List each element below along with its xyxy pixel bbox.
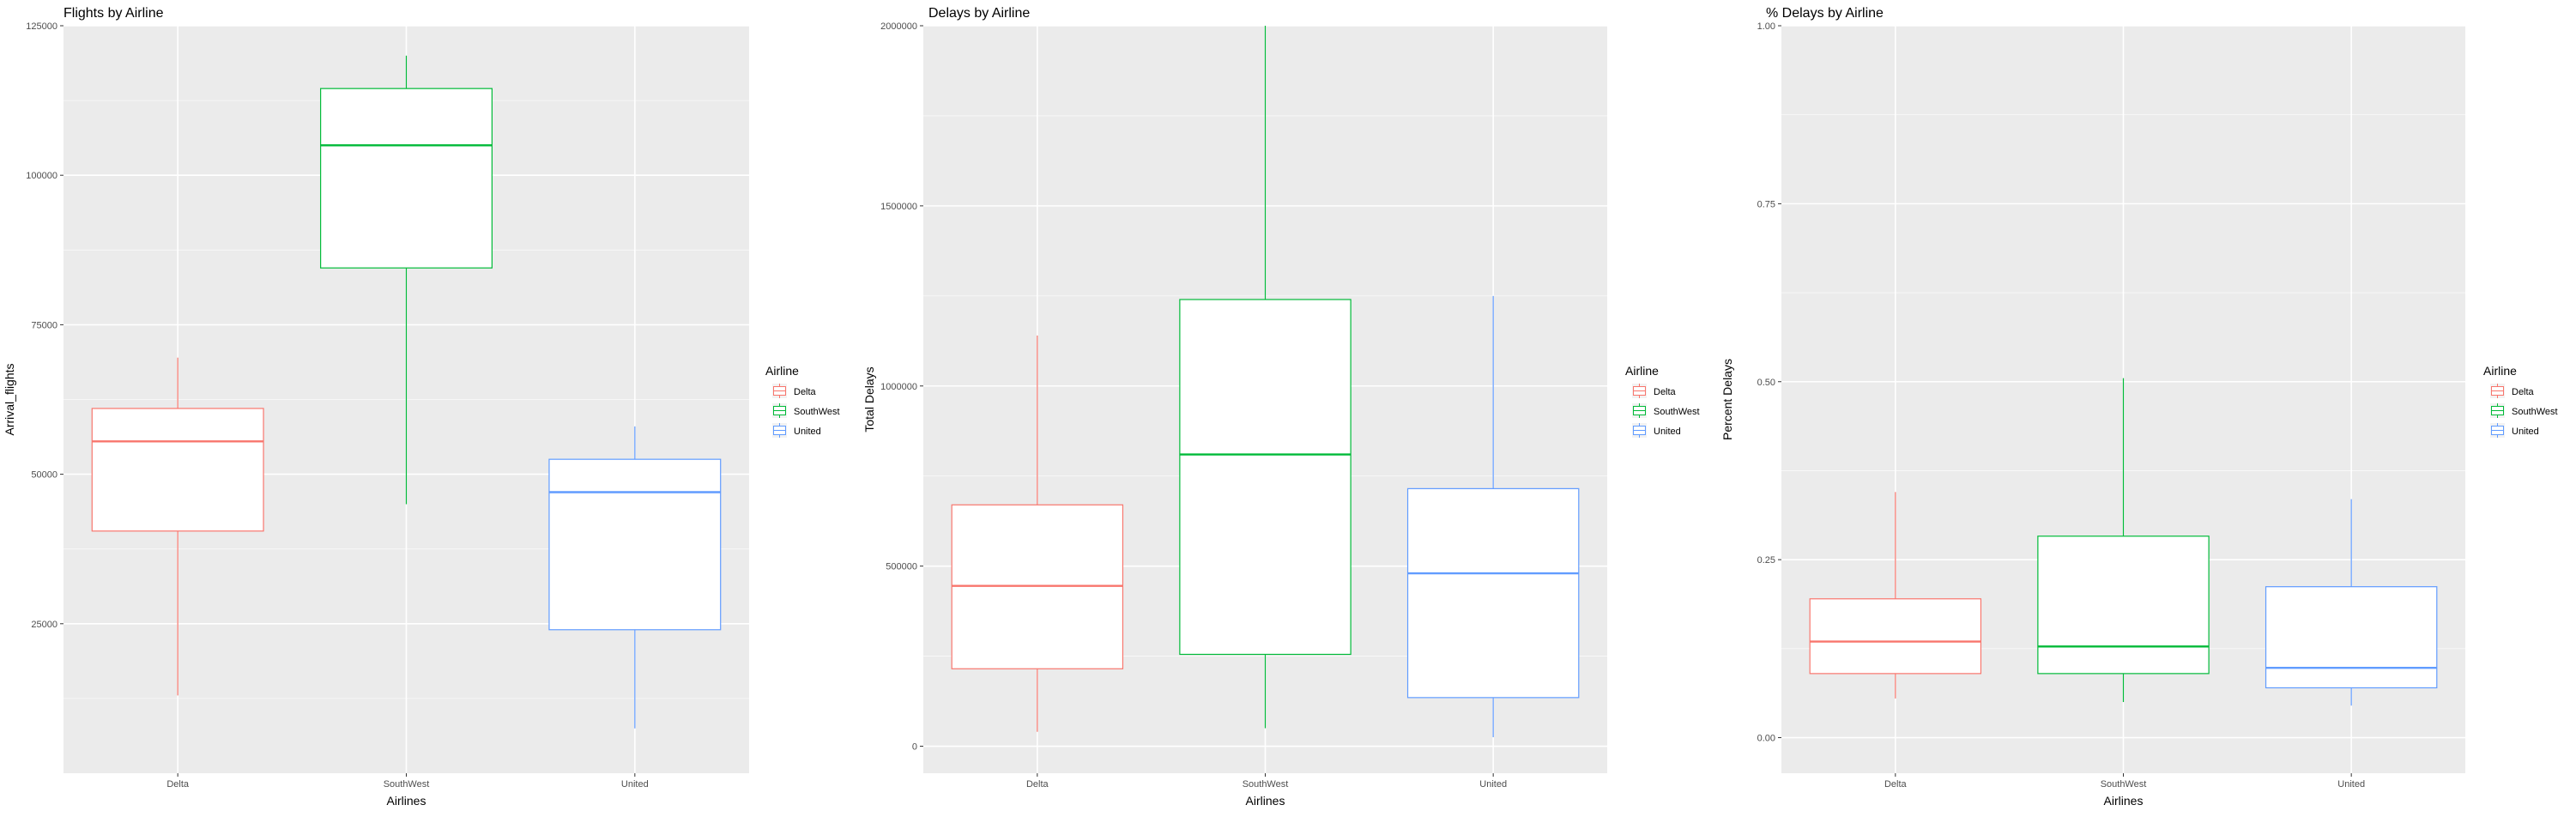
x-tick-label: United: [1479, 779, 1507, 790]
box-southwest: [1179, 26, 1351, 729]
y-tick-label: 500000: [886, 562, 917, 572]
box-southwest: [2037, 378, 2210, 703]
box-body: [320, 88, 493, 269]
y-tick-label: 75000: [31, 320, 57, 330]
legend-label-united: United: [2512, 427, 2539, 437]
legend-label-southwest: SouthWest: [794, 407, 840, 417]
x-tick-label: SouthWest: [1243, 779, 1289, 790]
box-body: [1179, 299, 1351, 656]
y-tick-label: 50000: [31, 470, 57, 481]
chart-panel-2: 0 500000 1000000 1500000 2000000 Delta SouthWe…: [862, 6, 1700, 808]
box-body: [2265, 586, 2438, 689]
chart-panel-3: 0.00 0.25 0.50 0.75 1.00 Delta SouthWest United…: [1720, 6, 2558, 808]
x-tick-label: Delta: [1884, 779, 1908, 790]
x-tick-label: SouthWest: [2101, 779, 2147, 790]
y-axis-label: Total Delays: [862, 366, 876, 432]
box-body: [1809, 598, 1982, 675]
box-united: [2265, 499, 2438, 706]
y-tick-label: 0.25: [1757, 555, 1775, 566]
y-tick-label: 100000: [26, 171, 57, 181]
box-body: [548, 458, 722, 631]
legend-label-delta: Delta: [1654, 387, 1677, 397]
legend: Airline Delta SouthWest United: [2483, 364, 2558, 438]
chart-title: Flights by Airline: [63, 6, 164, 21]
x-axis-label: Airlines: [1246, 794, 1285, 808]
chart-title: % Delays by Airline: [1766, 6, 1884, 21]
box-delta: [951, 335, 1124, 732]
y-tick-label: 1000000: [880, 382, 917, 392]
legend-label-delta: Delta: [2512, 387, 2535, 397]
y-tick-label: 1500000: [880, 202, 917, 212]
legend-label-southwest: SouthWest: [1654, 407, 1700, 417]
y-axis-label: Percent Delays: [1720, 359, 1734, 440]
legend-label-delta: Delta: [794, 387, 817, 397]
legend-label-united: United: [794, 427, 821, 437]
box-delta: [91, 357, 264, 696]
legend-title: Airline: [765, 364, 799, 378]
legend-label-united: United: [1654, 427, 1681, 437]
box-united: [548, 426, 722, 729]
x-tick-label: United: [2337, 779, 2365, 790]
y-axis-label: Arrival_flights: [3, 363, 16, 435]
x-axis-label: Airlines: [387, 794, 426, 808]
x-tick-label: Delta: [1026, 779, 1049, 790]
legend-label-southwest: SouthWest: [2512, 407, 2558, 417]
box-body: [1406, 487, 1580, 699]
x-tick-label: SouthWest: [384, 779, 430, 790]
box-body: [91, 408, 264, 532]
box-body: [2037, 536, 2210, 675]
legend-title: Airline: [1625, 364, 1659, 378]
legend: Airline Delta SouthWest United: [1625, 364, 1700, 438]
y-tick-label: 0.75: [1757, 199, 1775, 209]
chart-panel-1: 25000 50000 75000 100000 125000 Delta SouthWes…: [3, 6, 840, 808]
box-southwest: [320, 55, 493, 505]
chart-title: Delays by Airline: [928, 6, 1030, 21]
y-tick-label: 1.00: [1757, 21, 1775, 32]
box-delta: [1809, 492, 1982, 699]
y-tick-label: 0: [912, 742, 917, 753]
y-tick-label: 2000000: [880, 21, 917, 32]
x-tick-label: Delta: [166, 779, 190, 790]
y-tick-label: 0.50: [1757, 378, 1775, 388]
y-tick-label: 25000: [31, 620, 57, 630]
y-tick-label: 0.00: [1757, 734, 1775, 744]
y-tick-label: 125000: [26, 21, 57, 32]
box-united: [1406, 295, 1580, 738]
legend-title: Airline: [2483, 364, 2517, 378]
legend: Airline Delta SouthWest United: [765, 364, 840, 438]
x-axis-label: Airlines: [2104, 794, 2144, 808]
x-tick-label: United: [621, 779, 649, 790]
